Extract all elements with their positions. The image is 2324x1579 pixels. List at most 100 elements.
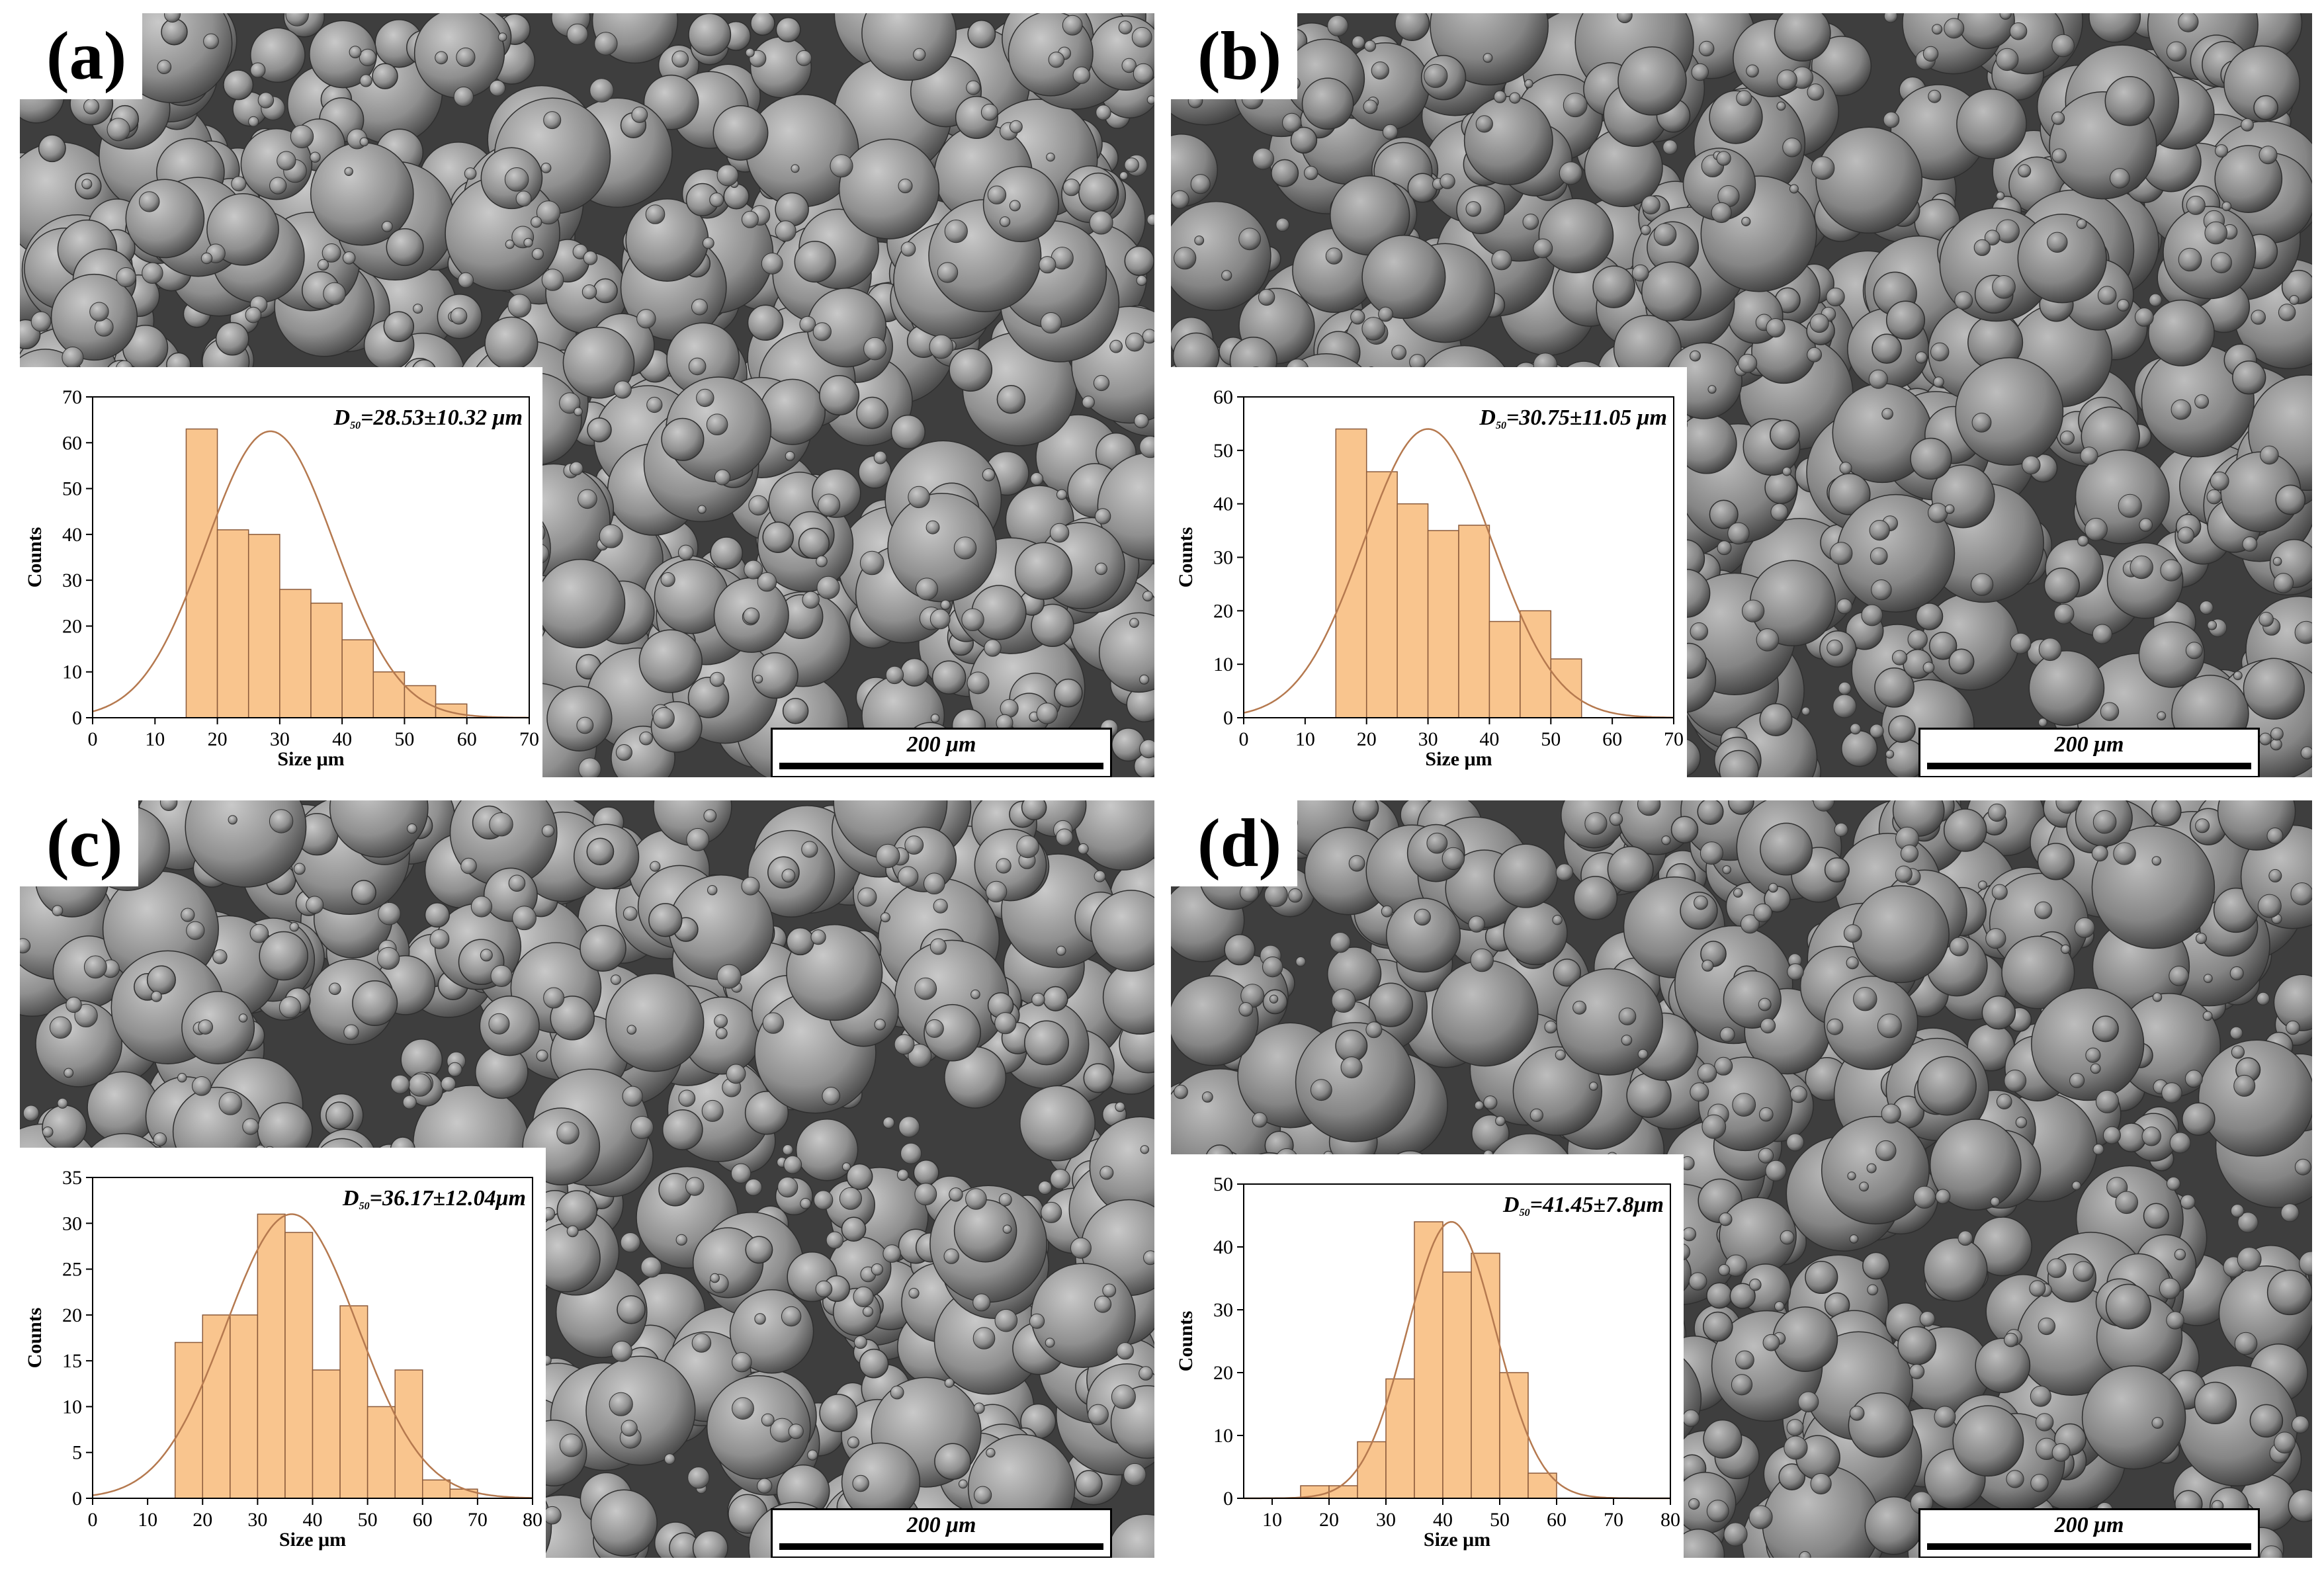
y-axis-label: Counts xyxy=(1175,527,1197,588)
y-tick-label: 40 xyxy=(62,524,82,546)
scale-bar: 200 μm xyxy=(771,728,1112,777)
x-tick-label: 30 xyxy=(1376,1509,1396,1531)
y-tick-label: 0 xyxy=(72,1488,82,1510)
x-axis-label: Size μm xyxy=(1424,1529,1490,1551)
histogram-bar xyxy=(394,1369,423,1499)
normal-fit-curve xyxy=(1243,428,1674,718)
panel-a: (a) 0 10 20 30 40 50 60 70 0 10 20 30 40 50 60 70 Size μ… xyxy=(20,13,1154,777)
x-tick-label: 0 xyxy=(1239,728,1249,750)
y-tick-label: 10 xyxy=(1213,654,1233,675)
y-tick-label: 0 xyxy=(1223,1488,1233,1510)
scale-bar-label: 200 μm xyxy=(906,732,976,757)
histogram-bar xyxy=(185,428,218,718)
x-tick-label: 60 xyxy=(457,728,477,750)
panel-label: (d) xyxy=(1171,800,1298,886)
y-tick-label: 5 xyxy=(72,1442,82,1464)
y-tick-label: 0 xyxy=(72,707,82,729)
d50-annotation: D50=36.17±12.04μm xyxy=(342,1186,526,1212)
histogram-bars xyxy=(1335,428,1582,718)
scale-bar-label: 200 μm xyxy=(906,1513,976,1537)
histogram-inset: 0 10 20 30 40 50 60 70 80 0 5 10 15 20 25 30 35 Size μm Co… xyxy=(20,1148,546,1558)
x-tick-label: 70 xyxy=(1604,1509,1623,1531)
y-tick-label: 10 xyxy=(62,1396,82,1418)
scale-bar: 200 μm xyxy=(1918,1508,2260,1558)
x-tick-label: 10 xyxy=(1295,728,1315,750)
x-tick-label: 40 xyxy=(1479,728,1499,750)
histogram-bar xyxy=(422,1479,451,1499)
x-axis-label: Size μm xyxy=(277,748,344,770)
histogram-inset: 10 20 30 40 50 60 70 80 0 10 20 30 40 50 Size μm Counts… xyxy=(1171,1154,1684,1558)
scale-bar: 200 μm xyxy=(1918,728,2260,777)
y-tick-label: 10 xyxy=(1213,1425,1233,1447)
histogram-bars xyxy=(185,428,468,718)
x-tick-label: 70 xyxy=(519,728,539,750)
histogram-bars xyxy=(174,1213,478,1499)
panel-label: (c) xyxy=(20,800,139,886)
y-tick-label: 20 xyxy=(62,615,82,637)
x-tick-label: 10 xyxy=(145,728,165,750)
histogram-bar xyxy=(1414,1221,1443,1499)
normal-fit-curve xyxy=(92,430,529,719)
panel-d: (d) 10 20 30 40 50 60 70 80 0 10 20 30 40 50 Size μm Co… xyxy=(1171,800,2312,1558)
d50-annotation: D50=30.75±11.05 μm xyxy=(1479,405,1667,431)
x-tick-label: 0 xyxy=(88,1509,98,1531)
y-tick-label: 30 xyxy=(1213,547,1233,569)
histogram-bar xyxy=(230,1314,259,1499)
histogram-bar xyxy=(312,1369,341,1499)
histogram-inset: 0 10 20 30 40 50 60 70 0 10 20 30 40 50 60 Size μm Count… xyxy=(1171,367,1687,777)
x-tick-label: 60 xyxy=(1547,1509,1567,1531)
scale-bar-label: 200 μm xyxy=(2054,732,2124,757)
y-tick-label: 20 xyxy=(1213,1362,1233,1384)
scale-bar-line xyxy=(779,763,1103,769)
d50-annotation: D50=28.53±10.32 μm xyxy=(333,405,523,431)
d50-annotation: D50=41.45±7.8μm xyxy=(1502,1193,1664,1218)
histogram-bar xyxy=(1365,471,1398,718)
y-tick-label: 40 xyxy=(1213,1236,1233,1258)
y-axis-label: Counts xyxy=(24,527,46,588)
histogram-inset: 0 10 20 30 40 50 60 70 0 10 20 30 40 50 60 70 Size μm Cou… xyxy=(20,367,542,777)
y-tick-label: 30 xyxy=(62,1213,82,1234)
y-tick-label: 20 xyxy=(1213,600,1233,622)
panel-label: (a) xyxy=(20,13,143,99)
histogram-bar xyxy=(449,1488,478,1499)
x-tick-label: 70 xyxy=(468,1509,488,1531)
x-axis-label: Size μm xyxy=(1425,748,1492,770)
x-tick-label: 60 xyxy=(413,1509,433,1531)
histogram-bar xyxy=(310,603,343,718)
normal-fit-curve xyxy=(92,1213,533,1499)
histogram-bar xyxy=(202,1314,231,1499)
y-tick-label: 50 xyxy=(62,478,82,500)
y-tick-label: 20 xyxy=(62,1304,82,1326)
histogram-bar xyxy=(1458,525,1490,718)
y-tick-label: 60 xyxy=(62,432,82,454)
y-tick-label: 50 xyxy=(1213,1174,1233,1195)
histogram-bar xyxy=(435,703,468,718)
histogram-bar xyxy=(1385,1378,1415,1499)
x-tick-label: 50 xyxy=(1490,1509,1510,1531)
y-axis-label: Counts xyxy=(24,1308,46,1369)
panel-c: (c) 0 10 20 30 40 50 60 70 80 0 5 10 15 20 25 30 35 Size … xyxy=(20,800,1154,1558)
y-tick-label: 30 xyxy=(1213,1299,1233,1321)
histogram-bar xyxy=(279,589,312,718)
y-tick-label: 40 xyxy=(1213,493,1233,515)
histogram-bar xyxy=(174,1342,203,1499)
histogram-bar xyxy=(257,1213,286,1499)
x-tick-label: 50 xyxy=(1541,728,1561,750)
scale-bar-line xyxy=(1927,1543,2251,1550)
histogram-bar xyxy=(216,529,249,718)
histogram-bar xyxy=(1499,1372,1529,1499)
panel-label: (b) xyxy=(1171,13,1298,99)
x-tick-label: 0 xyxy=(88,728,98,750)
plot-frame xyxy=(92,396,530,718)
x-tick-label: 40 xyxy=(303,1509,323,1531)
histogram-bar xyxy=(1328,1485,1358,1499)
x-tick-label: 30 xyxy=(270,728,290,750)
x-tick-label: 50 xyxy=(394,728,414,750)
x-tick-label: 80 xyxy=(1660,1509,1680,1531)
scale-bar-line xyxy=(1927,763,2251,769)
y-tick-label: 15 xyxy=(62,1350,82,1372)
x-tick-label: 70 xyxy=(1664,728,1684,750)
histogram-bar xyxy=(1427,530,1459,718)
y-tick-label: 60 xyxy=(1213,386,1233,408)
histogram-bar xyxy=(1442,1271,1472,1499)
